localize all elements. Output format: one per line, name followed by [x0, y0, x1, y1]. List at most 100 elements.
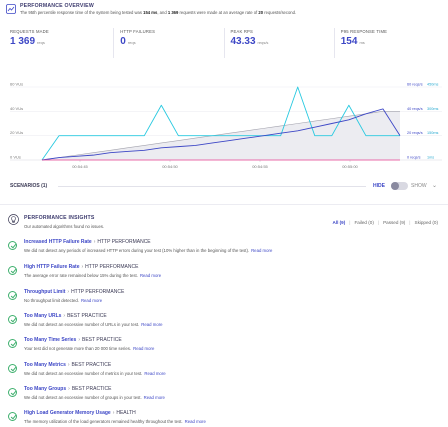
insights-title: PERFORMANCE INSIGHTS — [24, 215, 95, 221]
metric-http-failures: HTTP FAILURES 0 reqs — [114, 28, 225, 58]
chart-icon — [6, 4, 16, 14]
read-more-link[interactable]: Read more — [139, 273, 162, 278]
read-more-link[interactable]: Read more — [133, 346, 155, 351]
read-more-link[interactable]: Read more — [144, 371, 166, 376]
scenarios-bar: SCENARIOS (1) HIDE SHOW ⌄ — [0, 180, 448, 192]
insight-description: The memory utilization of the load gener… — [24, 419, 183, 424]
filter-separator: | — [349, 220, 351, 225]
insight-separator: › — [68, 386, 70, 392]
rate-value: 20 — [258, 10, 264, 15]
insight-item: Too Many Groups › BEST PRACTICE We did not… — [8, 385, 444, 407]
insight-category: BEST PRACTICE — [82, 337, 122, 343]
insight-filters: All (9) | Failed (0) | Passed (9) | Skipped (0… — [331, 220, 441, 225]
chevron-down-icon[interactable]: ⌄ — [432, 183, 438, 189]
insight-name[interactable]: Throughput Limit — [24, 289, 66, 295]
check-circle-icon — [8, 291, 17, 300]
insight-separator: › — [81, 264, 84, 270]
check-circle-icon — [8, 339, 17, 348]
hide-label[interactable]: HIDE — [373, 183, 385, 189]
x-tick-label: 00:54:55 — [252, 164, 268, 169]
metric-p95-response-time: P95 RESPONSE TIME 154 ms — [335, 28, 444, 58]
insight-item: High HTTP Failure Rate › HTTP PERFORMANCE … — [8, 263, 444, 285]
filter-all[interactable]: All (9) — [332, 220, 346, 225]
metric-unit: reqs/s — [257, 40, 269, 45]
insight-name[interactable]: High Load Generator Memory Usage — [24, 410, 111, 416]
y-tick-label: 0 VUs — [10, 155, 21, 160]
metric-label: P95 RESPONSE TIME — [340, 29, 388, 34]
insight-category: HTTP PERFORMANCE — [71, 289, 125, 295]
y-tick-label: 60 VUs — [10, 82, 23, 87]
insight-separator: › — [78, 337, 81, 343]
metric-peak-rps: PEAK RPS 43.33 reqs/s — [225, 28, 335, 58]
section-divider — [0, 204, 448, 205]
p95-value: 154 ms — [143, 10, 158, 15]
performance-chart[interactable]: 0 VUs 0 reqs/s 1ms 20 VUs 20 reqs/s 150ms 40 V… — [0, 80, 448, 175]
insight-category: HEALTH — [116, 410, 136, 416]
insight-description: We did not detect an excessive number of… — [24, 395, 142, 400]
metric-requests-made: REQUESTS MADE 1 369 reqs — [4, 28, 115, 58]
toggle-knob — [391, 182, 399, 190]
y-tick-label: 20 VUs — [10, 130, 23, 135]
performance-overview-header: PERFORMANCE OVERVIEW The 95th percentile… — [6, 3, 442, 21]
response-time-series-line — [41, 86, 400, 161]
insight-name[interactable]: Increased HTTP Failure Rate — [24, 239, 92, 245]
y-right-tick-ms: 450ms — [427, 83, 438, 87]
x-tick-label: 00:55:00 — [342, 164, 358, 169]
insight-name[interactable]: Too Many Groups — [24, 386, 67, 392]
insight-item: Throughput Limit › HTTP PERFORMANCE No thr… — [8, 288, 444, 310]
filter-passed[interactable]: Passed (9) — [383, 220, 406, 225]
insight-name[interactable]: Too Many Time Series — [24, 337, 77, 343]
insight-separator: › — [67, 289, 70, 295]
metric-value: 1 369 — [10, 36, 36, 47]
check-circle-icon — [8, 412, 17, 421]
check-circle-icon — [8, 241, 17, 250]
insight-separator: › — [112, 410, 115, 416]
y-right-tick-rps: 60 reqs/s — [407, 83, 423, 87]
y-right-tick-ms: 150ms — [427, 131, 438, 135]
insight-item: Too Many Metrics › BEST PRACTICE We did no… — [8, 361, 444, 383]
metric-label: REQUESTS MADE — [10, 29, 49, 34]
filter-failed[interactable]: Failed (0) — [354, 220, 374, 225]
metric-value: 43.33 — [230, 36, 256, 47]
show-label[interactable]: SHOW — [411, 183, 427, 189]
insight-item: High Load Generator Memory Usage › HEALTH … — [8, 409, 444, 427]
metric-unit: reqs — [37, 40, 45, 45]
insight-description: We did not detect an excessive number of… — [24, 371, 143, 376]
insight-category: BEST PRACTICE — [67, 313, 107, 319]
insight-description: Your test did not generate more than 20 … — [24, 346, 132, 351]
insight-description: The average error rate remained below 15… — [24, 273, 138, 278]
y-right-tick-rps: 0 reqs/s — [407, 156, 421, 160]
scenarios-toggle[interactable] — [391, 182, 408, 190]
read-more-link[interactable]: Read more — [141, 322, 163, 327]
insight-item: Too Many URLs › BEST PRACTICE We did not d… — [8, 312, 444, 334]
read-more-link[interactable]: Read more — [143, 395, 165, 400]
insight-category: HTTP PERFORMANCE — [85, 264, 139, 270]
metric-value: 0 — [120, 36, 126, 47]
request-rate-series-line — [41, 108, 401, 161]
read-more-link[interactable]: Read more — [184, 419, 206, 424]
requests-value: 1 369 — [167, 10, 179, 15]
insight-name[interactable]: High HTTP Failure Rate — [24, 264, 80, 270]
read-more-link[interactable]: Read more — [251, 248, 273, 253]
insight-category: HTTP PERFORMANCE — [97, 239, 151, 245]
y-right-tick-ms: 300ms — [427, 107, 438, 111]
insight-description: We did not detect any periods of increas… — [24, 248, 250, 253]
filter-skipped[interactable]: Skipped (0) — [414, 220, 439, 225]
check-circle-icon — [8, 364, 17, 373]
insights-subtitle: Our automated algorithms found no issues… — [24, 224, 105, 229]
filter-separator: | — [409, 220, 411, 225]
insight-separator: › — [63, 313, 66, 319]
insight-separator: › — [67, 362, 70, 368]
insight-name[interactable]: Too Many Metrics — [24, 362, 66, 368]
insight-item: Increased HTTP Failure Rate › HTTP PERFORM… — [8, 238, 444, 260]
scenarios-label: SCENARIOS (1) — [10, 183, 48, 189]
metric-unit: reqs — [127, 40, 136, 45]
check-circle-icon — [8, 315, 17, 324]
metric-label: PEAK RPS — [230, 29, 254, 34]
insight-description: We did not detect an excessive number of… — [24, 322, 140, 327]
filter-separator: | — [377, 220, 380, 225]
insight-item: Too Many Time Series › BEST PRACTICE Your … — [8, 336, 444, 358]
insight-name[interactable]: Too Many URLs — [24, 313, 62, 319]
read-more-link[interactable]: Read more — [80, 298, 103, 303]
